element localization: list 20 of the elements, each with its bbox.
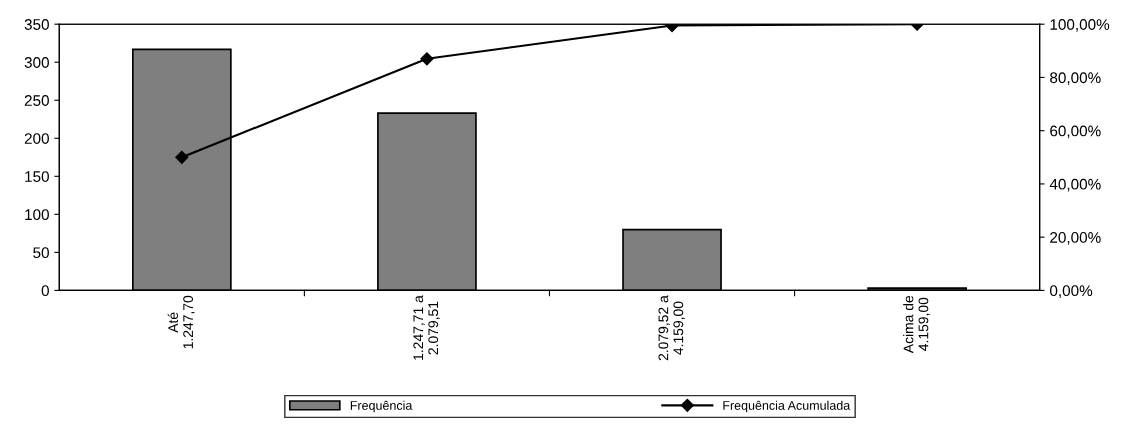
x-tick-label: 2.079,52 a 4.159,00	[658, 295, 685, 361]
y-tick-label: 0	[41, 285, 49, 297]
x-tick-label: 1.247,71 a 2.079,51	[413, 295, 440, 360]
y-tick-label: 100	[25, 209, 49, 221]
y-tick-label: 150	[25, 171, 49, 182]
y-tick-label: 350	[24, 19, 49, 30]
y-tick-label: 50	[33, 247, 49, 259]
y2-tick-label: 60,00%	[1050, 125, 1101, 139]
y-tick-label: 250	[24, 95, 49, 106]
y-tick-label: 200	[24, 133, 49, 144]
y2-tick-label: 100,00%	[1050, 19, 1110, 32]
legend-label: Frequência	[350, 400, 413, 413]
y-tick-label: 300	[24, 57, 49, 68]
y2-tick-label: 80,00%	[1050, 72, 1101, 85]
y2-tick-label: 40,00%	[1049, 178, 1101, 192]
x-tick-label: Acima de 4.159,00	[903, 295, 930, 354]
x-tick-label: Até 1.247,70	[167, 295, 195, 349]
legend-label: Frequência Acumulada	[723, 400, 851, 413]
y2-tick-label: 0,00%	[1050, 285, 1093, 298]
y2-tick-label: 20,00%	[1050, 232, 1101, 245]
